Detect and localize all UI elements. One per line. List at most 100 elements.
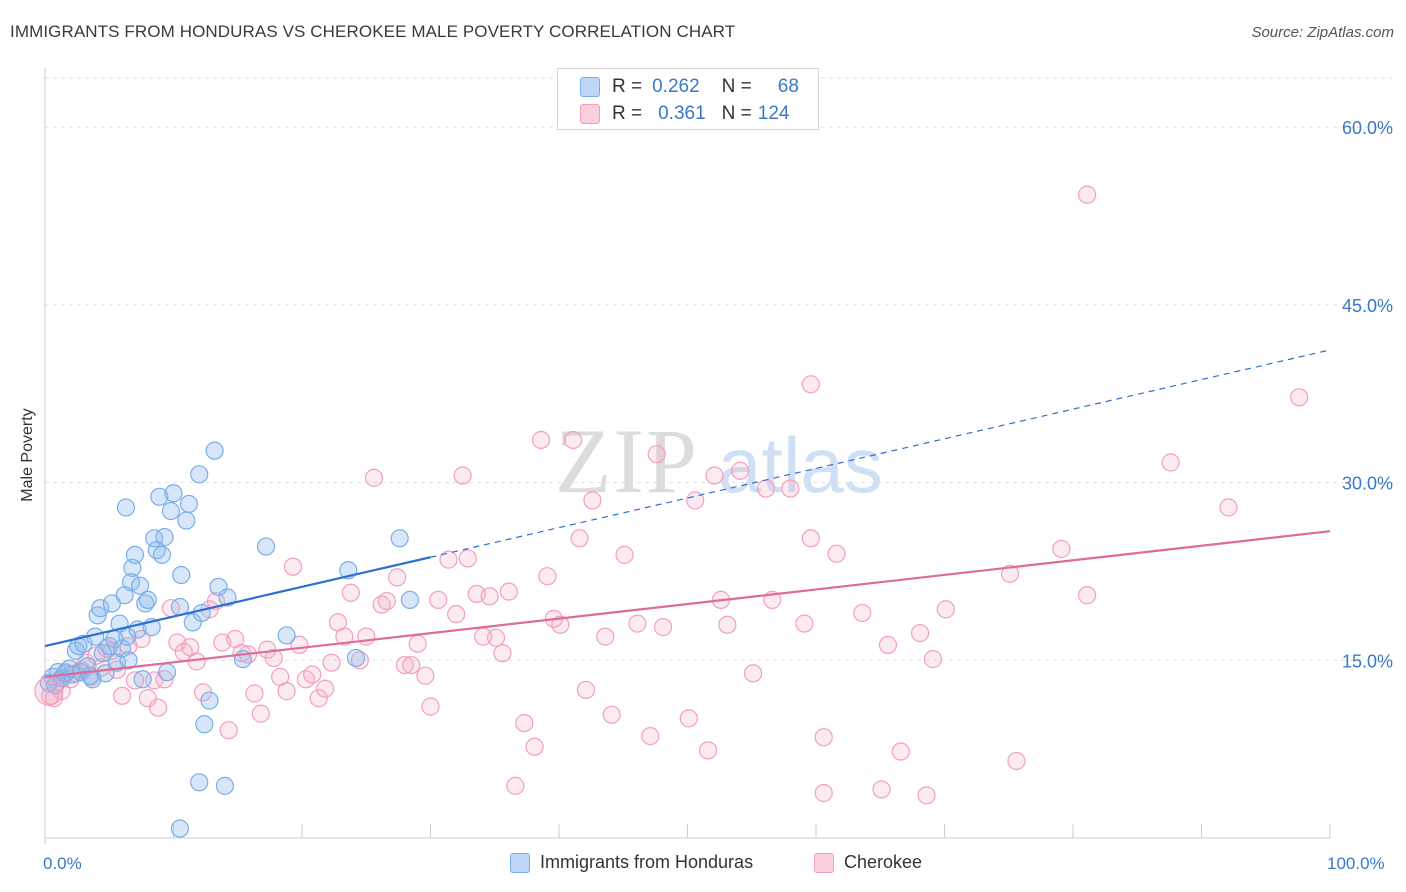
legend-label: Cherokee: [844, 852, 923, 872]
cherokee-point: [34, 676, 64, 706]
honduras-point: [121, 573, 141, 592]
honduras-point: [215, 776, 234, 795]
cherokee-point: [910, 623, 930, 643]
source-credit: Source: ZipAtlas.com: [1251, 24, 1394, 41]
honduras-point: [164, 484, 183, 503]
cherokee-point: [814, 783, 833, 803]
cherokee-point: [596, 627, 615, 646]
cherokee-trendline: [44, 530, 1331, 678]
cherokee-point: [439, 550, 458, 569]
n-value: 68: [777, 76, 799, 97]
r-value: 0.262: [652, 76, 700, 97]
cherokee-point: [1161, 453, 1180, 472]
cherokee-point: [756, 479, 775, 498]
cherokee-point: [641, 727, 660, 746]
cherokee-point: [1078, 586, 1097, 605]
legend-swatch-honduras: [510, 852, 530, 873]
honduras-point: [119, 651, 138, 670]
cherokee-point: [564, 430, 583, 450]
honduras-point: [170, 819, 190, 838]
honduras-point: [400, 590, 420, 609]
cherokee-point: [583, 491, 602, 510]
cherokee-point: [576, 680, 596, 700]
cherokee-point: [499, 582, 518, 601]
cherokee-point: [743, 664, 763, 683]
cherokee-point: [364, 468, 384, 487]
cherokee-point: [316, 679, 335, 698]
legend-swatch-cherokee: [814, 852, 834, 873]
cherokee-point: [1007, 751, 1026, 771]
honduras-point: [390, 529, 409, 548]
honduras-trendline: [44, 556, 431, 648]
r-label: R =: [612, 103, 643, 124]
cherokee-point: [416, 666, 435, 685]
legend-label: Immigrants from Honduras: [540, 852, 754, 872]
cherokee-point: [551, 615, 570, 634]
honduras-point: [107, 653, 127, 672]
honduras-point: [200, 691, 219, 710]
cherokee-point: [923, 650, 943, 669]
cherokee-point: [429, 590, 448, 609]
honduras-point: [112, 639, 132, 658]
cherokee-point: [377, 591, 396, 611]
cherokee-point: [125, 671, 145, 690]
honduras-point: [130, 576, 150, 595]
honduras-point: [190, 773, 209, 792]
cherokee-point: [891, 742, 910, 761]
cherokee-point: [1000, 564, 1020, 583]
cherokee-point: [264, 648, 283, 668]
honduras-point: [133, 670, 152, 689]
cherokee-point: [936, 600, 955, 619]
cherokee-point: [827, 544, 846, 563]
cherokee-point: [245, 684, 264, 703]
cherokee-point: [917, 786, 936, 805]
cherokee-point: [795, 614, 814, 633]
series-legend: Immigrants from Honduras Cherokee: [0, 852, 1406, 878]
n-label: N =: [721, 103, 752, 124]
cherokee-point: [421, 697, 440, 716]
watermark-atlas: atlas: [718, 421, 883, 509]
cherokee-point: [341, 583, 360, 602]
honduras-point: [116, 498, 136, 517]
cherokee-point: [303, 665, 322, 684]
cherokee-point: [570, 529, 589, 548]
honduras-point: [346, 648, 366, 668]
honduras-point: [150, 487, 169, 506]
y-tick-label: 45.0%: [1342, 296, 1393, 316]
cherokee-point: [480, 587, 499, 606]
honduras-point: [177, 511, 196, 530]
cherokee-point: [801, 529, 820, 548]
cherokee-point: [372, 595, 391, 614]
honduras-point: [256, 537, 276, 556]
cherokee-point: [1219, 498, 1238, 517]
cherokee-point: [357, 627, 376, 646]
correlation-legend: R = 0.262 N = 68 R = 0.361 N = 124: [557, 68, 819, 130]
honduras-point: [192, 603, 211, 623]
honduras-point: [155, 528, 174, 547]
cherokee-point: [853, 603, 872, 623]
r-label: R =: [612, 76, 643, 97]
cherokee-point: [402, 655, 421, 675]
legend-swatch-cherokee: [580, 104, 600, 124]
cherokee-point: [395, 655, 414, 675]
cherokee-point: [447, 605, 466, 624]
honduras-point: [161, 501, 181, 521]
cherokee-point: [506, 776, 525, 795]
cherokee-point: [1290, 388, 1309, 407]
legend-row-cherokee: R = 0.361 N = 124: [580, 102, 789, 126]
cherokee-point: [679, 709, 698, 728]
honduras-point: [195, 715, 214, 734]
cherokee-point: [112, 686, 132, 705]
cherokee-point: [814, 728, 833, 747]
cherokee-point: [309, 689, 328, 708]
cherokee-point: [647, 445, 666, 464]
x-max-label: 100.0%: [1327, 854, 1385, 873]
honduras-point: [190, 465, 209, 484]
cherokee-point: [493, 644, 512, 663]
cherokee-point: [515, 713, 534, 733]
honduras-point: [205, 441, 224, 460]
legend-swatch-honduras: [580, 77, 600, 97]
honduras-point: [102, 594, 121, 613]
legend-item-cherokee: Cherokee: [814, 852, 922, 873]
